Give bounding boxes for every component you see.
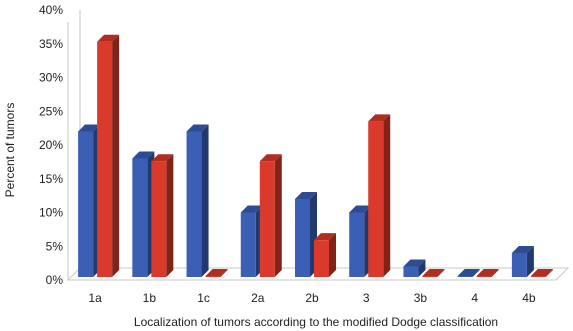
bar-front (295, 199, 310, 277)
bar-side (472, 269, 480, 277)
x-tick-label: 4 (471, 291, 478, 305)
bar-front (78, 131, 94, 277)
bar-side (112, 34, 120, 277)
bar-top (132, 151, 155, 159)
bar-top (403, 259, 426, 267)
bar (368, 114, 391, 277)
y-tick-label: 0% (46, 273, 64, 287)
bar-side (418, 259, 426, 277)
bar-front (349, 212, 365, 277)
bar-top (314, 233, 336, 241)
bar-side (201, 124, 209, 277)
bar-front (205, 276, 221, 277)
bar-side (491, 269, 499, 277)
bar-side (383, 114, 391, 277)
bar (259, 154, 282, 277)
bar-top (530, 269, 553, 276)
y-tick-label: 35% (39, 37, 63, 51)
bar (476, 269, 499, 277)
y-tick-label: 40% (39, 3, 63, 17)
bar-side (545, 269, 553, 277)
bar (151, 154, 174, 277)
bar-top (259, 154, 282, 162)
bar-side (437, 269, 445, 277)
bar-front (132, 158, 148, 277)
bar-top (78, 124, 101, 132)
bar (295, 192, 317, 277)
y-tick-labels: 0% 5% 10% 15% 20% 25% 30% 35% 40% (39, 3, 63, 287)
bar-front (151, 161, 167, 277)
bar (457, 269, 480, 277)
bar-front (476, 276, 492, 277)
bar (314, 233, 336, 277)
y-tick-label: 30% (39, 71, 63, 85)
x-tick-label: 1c (197, 291, 210, 305)
bar-side (329, 233, 336, 277)
bar-top (205, 269, 228, 276)
x-tick-label: 1b (143, 291, 157, 305)
bar-top (240, 205, 263, 213)
bar-top (97, 34, 120, 42)
bar (97, 34, 120, 277)
bar-front (403, 266, 419, 277)
bar-side (526, 246, 534, 277)
bar-top (349, 205, 372, 213)
bar-front (186, 131, 202, 277)
bar-side (274, 154, 282, 277)
bar-front (259, 161, 275, 277)
bar-top (476, 269, 499, 276)
y-tick-label: 5% (46, 239, 64, 253)
bar (530, 269, 553, 277)
bar-side (166, 154, 174, 277)
bar (78, 124, 101, 277)
bars (78, 34, 553, 277)
x-tick-label: 2b (305, 291, 319, 305)
y-tick-label: 25% (39, 104, 63, 118)
bar (349, 205, 372, 277)
x-axis-label: Localization of tumors according to the … (134, 315, 498, 329)
x-tick-label: 3 (363, 291, 370, 305)
y-axis-label: Percent of tumors (3, 103, 17, 198)
bar (403, 259, 426, 277)
bar (132, 151, 155, 277)
bar-front (457, 276, 473, 277)
bar-front (240, 212, 256, 277)
y-tick-label: 20% (39, 138, 63, 152)
x-tick-label: 3b (414, 291, 428, 305)
bar-top (457, 269, 480, 276)
bar (511, 246, 534, 277)
x-tick-label: 2a (251, 291, 265, 305)
bar-front (422, 276, 438, 277)
y-tick-label: 10% (39, 206, 63, 220)
y-tick-label: 15% (39, 172, 63, 186)
bar-top (186, 124, 209, 132)
bar-top (368, 114, 391, 122)
bar-top (151, 154, 174, 162)
bar-front (530, 276, 546, 277)
bar-front (368, 121, 384, 277)
bar-front (511, 253, 527, 277)
x-tick-label: 4b (522, 291, 536, 305)
bar-top (295, 192, 317, 199)
bar-top (422, 269, 445, 276)
bar-top (511, 246, 534, 253)
bar-front (97, 41, 113, 277)
bar (422, 269, 445, 277)
bar-front (314, 240, 329, 277)
bar (205, 269, 228, 277)
bar (186, 124, 209, 277)
bar-side (220, 269, 228, 277)
x-tick-label: 1a (88, 291, 102, 305)
x-tick-labels: 1a 1b 1c 2a 2b 3 3b 4 4b (88, 291, 535, 305)
bar (240, 205, 263, 277)
